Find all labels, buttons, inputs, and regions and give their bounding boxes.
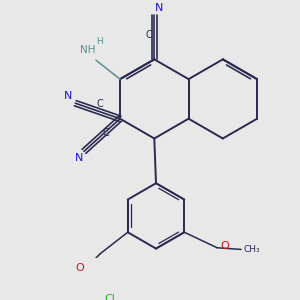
- Text: Cl: Cl: [105, 294, 116, 300]
- Text: NH: NH: [80, 45, 95, 55]
- Text: CH₃: CH₃: [243, 245, 260, 254]
- Text: C: C: [102, 128, 109, 138]
- Text: N: N: [64, 91, 73, 101]
- Text: C: C: [146, 30, 152, 40]
- Text: H: H: [96, 37, 103, 46]
- Text: O: O: [220, 241, 229, 251]
- Text: N: N: [154, 3, 163, 13]
- Text: N: N: [75, 153, 83, 163]
- Text: O: O: [75, 262, 84, 272]
- Text: C: C: [96, 99, 103, 109]
